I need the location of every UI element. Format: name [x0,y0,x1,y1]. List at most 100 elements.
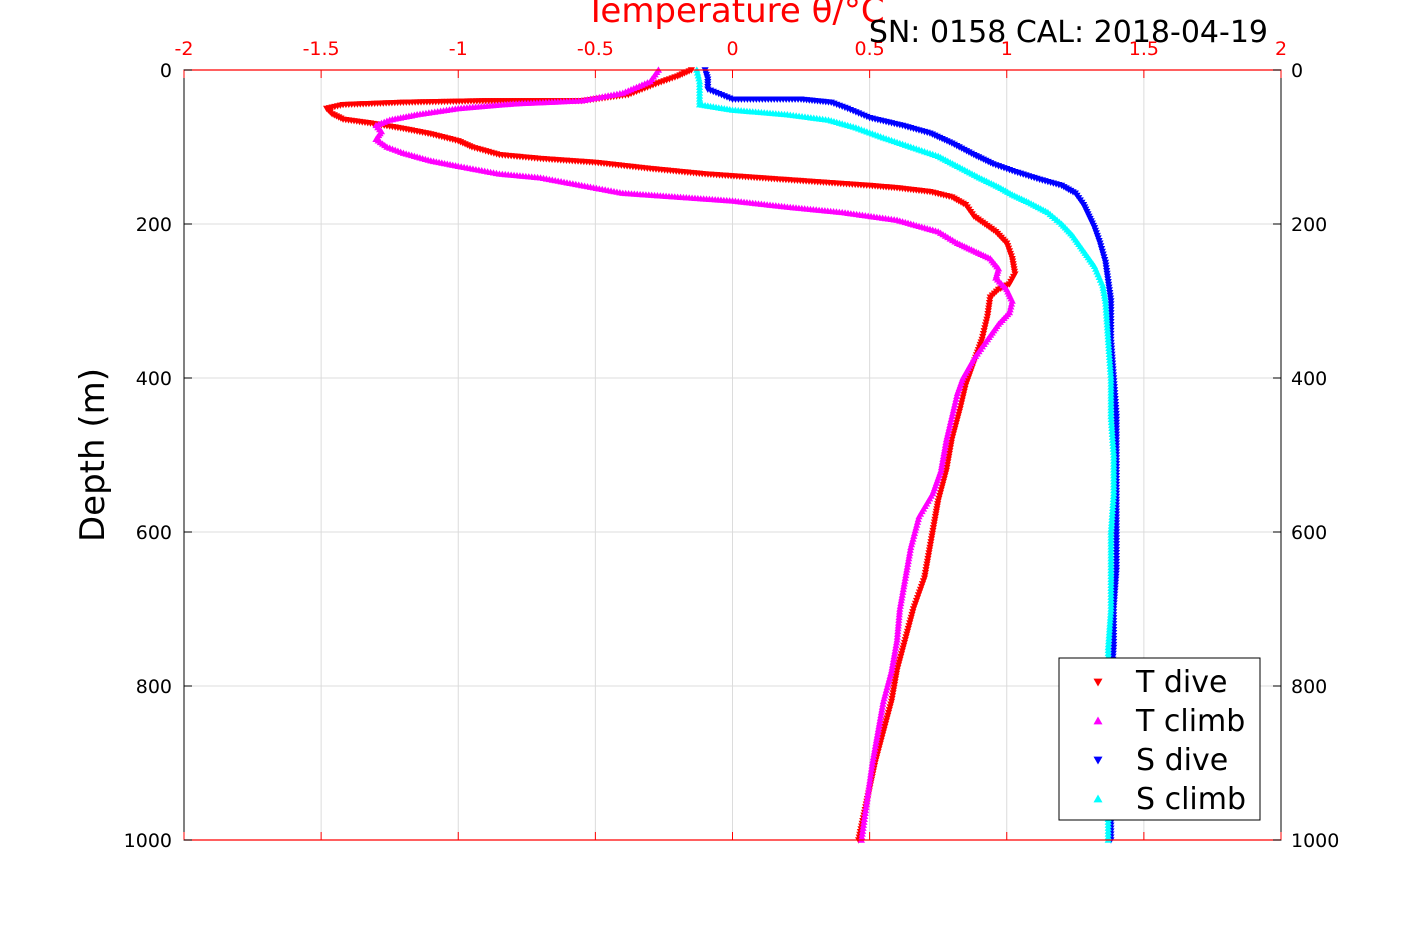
data-point [868,762,876,769]
data-point [953,389,961,397]
data-point [878,703,886,710]
data-point [1102,309,1110,316]
data-point [694,72,702,79]
data-point [878,706,886,713]
data-point [938,458,947,465]
data-point [900,583,908,590]
y-tick-label-left: 800 [136,676,172,698]
legend-items: T dive T climb S dive S climb [1093,665,1246,817]
data-point [951,398,959,405]
data-point [1106,620,1114,627]
y-axis-label: Depth (m) [73,368,113,542]
data-point [873,731,881,738]
data-point [1007,303,1015,310]
data-point [941,444,949,451]
data-point [1110,489,1118,497]
data-point [871,745,879,752]
y-tick-label-right: 600 [1291,522,1327,544]
y-tick-label-left: 0 [160,60,172,82]
data-point [1103,321,1111,328]
tick-marks [183,69,1282,841]
data-point [1107,415,1115,423]
data-point [1106,362,1114,369]
data-point [1108,424,1116,432]
x-tick-label: -1.5 [303,38,340,60]
legend-label: S climb [1136,782,1246,817]
data-point [1105,632,1113,639]
data-point [695,75,703,82]
data-point [867,771,875,778]
data-point [869,753,877,761]
data-point [864,786,873,793]
data-point [896,605,904,612]
legend: T dive T climb S dive S climb [1058,657,1261,821]
data-point [939,455,947,462]
data-point [1106,365,1114,372]
data-point [1109,498,1117,506]
x-tick-label: 1 [1001,38,1013,60]
x-tick-label: 0.5 [855,38,885,60]
data-point [948,410,957,417]
data-point [1105,626,1114,633]
x-tick-label: 0 [726,38,738,60]
data-point [1108,513,1116,520]
series-t-dive [323,67,1019,844]
data-point [1107,412,1115,420]
data-point [952,395,960,402]
data-point [895,611,903,618]
legend-marker [1093,678,1103,687]
data-point [904,557,912,565]
data-point [866,777,874,784]
data-point [907,543,915,551]
data-point [901,577,909,584]
data-point [1109,436,1117,443]
data-point [866,774,874,781]
data-point [877,709,885,716]
data-point [1105,637,1113,645]
data-point [891,647,899,654]
data-point [1106,617,1114,624]
data-point [877,711,885,719]
grid-lines [184,70,1281,840]
data-point [870,748,878,755]
data-point [896,602,904,609]
data-point [900,580,908,587]
data-point [1106,356,1114,363]
data-point [1106,359,1114,366]
data-point [893,636,901,643]
data-point [898,594,906,601]
data-point [894,619,903,626]
data-point [1105,635,1113,642]
data-point [859,827,867,834]
data-point [940,447,949,454]
data-point [1108,430,1116,437]
data-point [1109,501,1117,509]
data-point [1104,329,1112,337]
data-point [1100,287,1108,294]
data-point [1102,303,1110,310]
data-point [947,415,955,423]
y-tick-label-right: 800 [1291,676,1327,698]
data-point [1106,368,1115,375]
series-s-climb [693,66,1118,843]
data-point [863,797,871,805]
data-point [1100,289,1108,296]
data-point [1108,427,1116,435]
serial-calibration-label: SN: 0158 CAL: 2018-04-19 [869,15,1268,50]
data-point [937,464,946,471]
y-tick-label-right: 0 [1291,60,1303,82]
x-tick-label: -0.5 [577,38,614,60]
data-point [1103,324,1111,331]
data-point [861,812,869,820]
x-tick-label: 2 [1275,38,1287,60]
data-point [1108,433,1117,440]
series-t-climb [372,66,1016,843]
data-point [892,639,901,646]
data-point [1105,629,1113,636]
data-point [1103,315,1111,322]
data-point [945,424,953,431]
data-point [897,597,905,604]
y-tick-label-left: 1000 [124,830,172,852]
legend-marker [1093,756,1103,765]
